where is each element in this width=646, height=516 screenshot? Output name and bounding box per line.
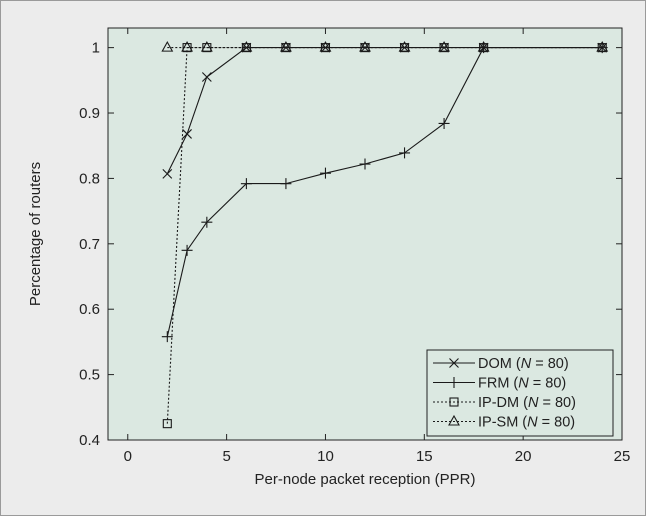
data-point bbox=[398, 40, 411, 52]
data-point bbox=[438, 40, 451, 52]
y-tick-label: 0.4 bbox=[79, 432, 100, 449]
data-point bbox=[181, 244, 193, 256]
data-point bbox=[162, 419, 172, 429]
axis-ticks: 0 5 10 15 20 25 0.4 0.5 0.6 0.7 0.8 0.9 1 bbox=[79, 28, 630, 465]
legend-label: IP-DM (N = 80) bbox=[478, 395, 576, 411]
legend-marker bbox=[448, 377, 460, 388]
legend-marker bbox=[448, 414, 460, 426]
plot-frame bbox=[107, 27, 623, 441]
data-point bbox=[161, 40, 174, 52]
legend-marker bbox=[449, 358, 459, 368]
x-tick-label: 0 bbox=[124, 448, 132, 465]
legend-label: FRM (N = 80) bbox=[478, 376, 566, 392]
data-point bbox=[279, 40, 292, 52]
x-axis-label: Per-node packet reception (PPR) bbox=[255, 471, 476, 488]
x-tick-label: 15 bbox=[416, 448, 433, 465]
legend-marker bbox=[449, 397, 459, 407]
data-point bbox=[182, 129, 192, 139]
x-tick-label: 5 bbox=[222, 448, 230, 465]
y-tick-label: 0.5 bbox=[79, 367, 100, 384]
x-tick-label: 20 bbox=[515, 448, 532, 465]
y-tick-label: 0.6 bbox=[79, 301, 100, 318]
data-point bbox=[240, 178, 252, 190]
data-point bbox=[200, 40, 213, 52]
data-point bbox=[280, 178, 292, 190]
y-axis-label: Percentage of routers bbox=[27, 162, 44, 306]
data-point bbox=[240, 40, 253, 52]
series-triangle bbox=[161, 40, 609, 52]
series-layer bbox=[161, 40, 609, 429]
data-point bbox=[181, 40, 194, 52]
legend-label: IP-SM (N = 80) bbox=[478, 415, 575, 431]
data-point bbox=[201, 216, 213, 228]
data-point bbox=[359, 40, 371, 52]
legend-label: DOM (N = 80) bbox=[478, 356, 569, 372]
data-point bbox=[438, 117, 450, 129]
data-point bbox=[596, 40, 609, 52]
data-point bbox=[201, 72, 212, 82]
x-tick-label: 10 bbox=[317, 448, 334, 465]
data-point bbox=[359, 158, 371, 170]
y-tick-label: 0.9 bbox=[79, 105, 100, 122]
data-point bbox=[399, 147, 411, 159]
y-tick-label: 0.7 bbox=[79, 236, 100, 253]
y-tick-label: 1 bbox=[92, 40, 100, 57]
data-point bbox=[161, 331, 173, 343]
data-point bbox=[477, 40, 490, 52]
legend: DOM (N = 80) FRM (N = 80) IP-DM (N = 80) IP… bbox=[426, 349, 614, 437]
y-tick-label: 0.8 bbox=[79, 170, 100, 187]
data-point bbox=[319, 167, 331, 179]
x-tick-label: 25 bbox=[614, 448, 631, 465]
data-point bbox=[319, 40, 332, 52]
data-point bbox=[162, 168, 173, 179]
